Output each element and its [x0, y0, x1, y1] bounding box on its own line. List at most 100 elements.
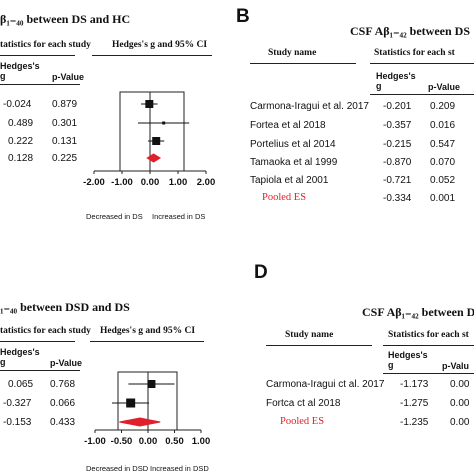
forest-tick-label: -1.00	[111, 177, 133, 188]
panel-c-forest-plot: -1.00 -0.50 0.00 0.50 1.00	[84, 371, 211, 447]
panel-c-header-underline	[0, 341, 75, 342]
panel-d-header-stats: Statistics for each st	[388, 330, 469, 340]
panel-a-title-text: ₁₋₄₀ between DS and HC	[6, 12, 131, 26]
panel-d-header-stats-underline	[383, 345, 474, 346]
panel-a-p-1: 0.301	[52, 118, 78, 129]
panel-d-g-1: -1.275	[400, 398, 429, 409]
panel-b-p-4: 0.052	[430, 175, 456, 186]
panel-a-col-underline	[0, 84, 80, 85]
forest-pooled-diamond	[119, 417, 161, 427]
panel-b-g-4: -0.721	[383, 175, 412, 186]
panel-d-title: CSF Aβ₁₋₄₂ between DSD	[362, 305, 474, 319]
panel-b-col-underline	[370, 94, 474, 95]
panel-b-p-1: 0.016	[430, 120, 456, 131]
panel-d-pooled-g: -1.235	[400, 417, 429, 428]
panel-b-study-1: Fortea et al 2018	[250, 120, 326, 131]
panel-b-header-name-underline	[250, 63, 356, 64]
panel-b-pooled-g: -0.334	[383, 193, 412, 204]
panel-b-g-1: -0.357	[383, 120, 412, 131]
panel-a-header-stats: tatistics for each study	[0, 40, 91, 50]
panel-a-col-p: p-Value	[52, 72, 85, 82]
panel-a-header-plot: Hedges's g and 95% CI	[112, 40, 208, 50]
panel-a-g-2: 0.222	[8, 136, 34, 147]
panel-c-g-2: -0.153	[3, 417, 32, 428]
panel-b-pooled-label: Pooled ES	[262, 192, 307, 203]
panel-c-col-underline	[0, 370, 80, 371]
panel-c-p-2: 0.433	[50, 417, 76, 428]
panel-c-header-stats: tatistics for each study	[0, 326, 91, 336]
panel-d-header-name: Study name	[285, 330, 334, 340]
panel-a-title: β₁₋₄₀ between DS and HC	[0, 12, 130, 27]
panel-b-p-3: 0.070	[430, 157, 456, 168]
panel-c-p-0: 0.768	[50, 379, 76, 390]
forest-tick-label: 1.00	[192, 436, 211, 447]
panel-d-p-1: 0.00	[450, 398, 470, 409]
panel-c-title: ₁₋₄₀ between DSD and DS	[0, 300, 130, 315]
panel-d-col-underline	[383, 373, 474, 374]
panel-a-header-plot-underline	[92, 55, 212, 56]
forest-tick-label: -1.00	[84, 436, 106, 447]
panel-b-g-0: -0.201	[383, 101, 412, 112]
panel-b-header-stats-underline	[370, 63, 474, 64]
forest-tick-label: 0.50	[165, 436, 184, 447]
panel-b-letter: B	[236, 6, 250, 27]
panel-b-col-g: Hedges's g	[376, 71, 416, 91]
panel-d-pooled-label: Pooled ES	[280, 416, 325, 427]
panel-d-study-0: Carmona-Iragui ct al. 2017	[266, 379, 385, 390]
panel-b-header-name: Study name	[268, 48, 317, 58]
panel-c-p-1: 0.066	[50, 398, 76, 409]
panel-c-xlabel-left: Decreased in DSD	[86, 464, 149, 473]
panel-b-study-2: Portelius et al 2014	[250, 139, 336, 150]
panel-d-col-p: p-Valu	[442, 361, 470, 371]
panel-c-g-1: -0.327	[3, 398, 32, 409]
panel-d-g-0: -1.173	[400, 379, 429, 390]
forest-point	[147, 380, 156, 388]
panel-a-p-2: 0.131	[52, 136, 78, 147]
forest-point	[126, 398, 136, 408]
panel-a-g-3: 0.128	[8, 153, 34, 164]
panel-b-col-p: p-Value	[428, 82, 461, 92]
panel-a-xlabel-left: Decreased in DS	[86, 212, 143, 221]
panel-a-p-3: 0.225	[52, 153, 78, 164]
forest-tick-label: 0.00	[139, 436, 158, 447]
panel-b-header-stats: Statistics for each st	[374, 48, 455, 58]
panel-c-g-0: 0.065	[8, 379, 34, 390]
panel-b-g-3: -0.870	[383, 157, 412, 168]
panel-d-pooled-p: 0.00	[450, 417, 470, 428]
panel-c-xlabel-right: Increased in DSD	[150, 464, 209, 473]
panel-c-header-plot: Hedges's g and 95% CI	[100, 326, 196, 336]
panel-d-header-name-underline	[266, 345, 372, 346]
forest-point	[162, 121, 166, 125]
panel-d-col-g: Hedges's g	[388, 350, 428, 370]
forest-tick-label: 2.00	[197, 177, 216, 188]
panel-b-title: CSF Aβ₁₋₄₂ between DS	[350, 24, 471, 38]
panel-a-xlabel-right: Increased in DS	[152, 212, 206, 221]
panel-a-forest-plot: -2.00 -1.00 0.00 1.00 2.00	[83, 91, 216, 188]
panel-c-title-text: ₁₋₄₀ between DSD and DS	[0, 300, 130, 314]
panel-b-pooled-p: 0.001	[430, 193, 456, 204]
panel-a-header-underline	[0, 55, 75, 56]
forest-point	[152, 137, 161, 145]
panel-b-study-3: Tamaoka et al 1999	[250, 157, 338, 168]
forest-pooled-diamond	[146, 153, 162, 163]
panel-d-p-0: 0.00	[450, 379, 470, 390]
panel-a-g-1: 0.489	[8, 118, 34, 129]
forest-tick-label: -0.50	[111, 436, 133, 447]
forest-tick-label: -2.00	[83, 177, 105, 188]
panel-a-col-g: Hedges's g	[0, 61, 40, 81]
forest-point	[145, 100, 154, 108]
panel-d-study-1: Fortca ct al 2018	[266, 398, 341, 409]
panel-a-g-0: -0.024	[3, 99, 32, 110]
panel-c-col-p: p-Value	[50, 358, 83, 368]
forest-tick-label: 1.00	[169, 177, 188, 188]
panel-b-study-4: Tapiola et al 2001	[250, 175, 329, 186]
panel-a-p-0: 0.879	[52, 99, 78, 110]
panel-b-g-2: -0.215	[383, 139, 412, 150]
panel-b-p-2: 0.547	[430, 139, 456, 150]
panel-b-p-0: 0.209	[430, 101, 456, 112]
panel-a-title-prefix: β	[0, 12, 7, 26]
panel-c-header-plot-underline	[90, 341, 204, 342]
forest-tick-label: 0.00	[141, 177, 160, 188]
panel-b-study-0: Carmona-Iragui et al. 2017	[250, 101, 369, 112]
panel-d-letter: D	[254, 262, 268, 283]
